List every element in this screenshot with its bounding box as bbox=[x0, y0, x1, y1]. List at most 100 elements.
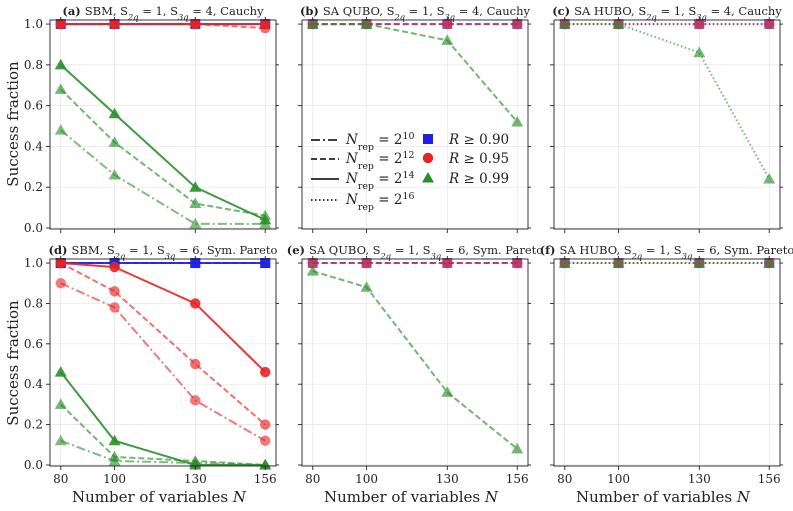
data-point-r0.99-x100 bbox=[108, 107, 121, 119]
axes-frame bbox=[553, 19, 781, 230]
panel-title: (a) SBM, S2q = 1, S3q = 4, Cauchy bbox=[62, 4, 264, 22]
legend-entry-ratio: R ≥ 0.99 bbox=[448, 171, 509, 187]
series-line-r0.99-rep2-12 bbox=[312, 270, 518, 450]
data-point-r0.90-x130 bbox=[190, 258, 201, 269]
axes-frame bbox=[301, 258, 529, 467]
data-point-r0.99-x100 bbox=[108, 136, 121, 147]
data-point-r0.95-x130 bbox=[694, 18, 705, 30]
data-point-r0.95-x156 bbox=[260, 419, 271, 430]
x-tick-label: 100 bbox=[355, 472, 378, 486]
panel-4 bbox=[54, 257, 272, 470]
data-point-r0.95-x100 bbox=[109, 261, 120, 273]
axes-frame bbox=[301, 19, 529, 230]
data-point-r0.99-x100 bbox=[360, 281, 373, 292]
data-point-r0.99-x100 bbox=[108, 454, 121, 466]
legend-entry-nrep: Nrep = 212 bbox=[345, 150, 414, 172]
data-point-r0.95-x100 bbox=[361, 257, 372, 269]
panel-5 bbox=[306, 257, 524, 454]
data-point-r0.99-x156 bbox=[259, 458, 272, 470]
x-tick-label: 130 bbox=[688, 472, 711, 486]
data-point-r0.99-x80 bbox=[54, 58, 67, 70]
legend-entry-nrep: Nrep = 214 bbox=[345, 170, 414, 192]
data-point-r0.99-x130 bbox=[693, 257, 706, 268]
data-point-r0.95-x100 bbox=[109, 18, 120, 30]
data-point-r0.99-x80 bbox=[54, 124, 67, 135]
data-point-r0.99-x80 bbox=[306, 265, 319, 276]
x-tick-label: 130 bbox=[184, 472, 207, 486]
legend-entry-ratio: R ≥ 0.95 bbox=[448, 151, 509, 167]
data-point-r0.99-x130 bbox=[189, 456, 202, 468]
x-axis-label: Number of variables N bbox=[324, 488, 499, 506]
legend-entry-nrep: Nrep = 210 bbox=[345, 131, 414, 153]
axes-frame bbox=[49, 19, 277, 230]
data-point-r0.95-x156 bbox=[260, 435, 271, 446]
x-tick-label: 100 bbox=[103, 472, 126, 486]
y-tick-label: 1.0 bbox=[24, 256, 43, 270]
data-point-r0.95-x156 bbox=[764, 18, 775, 30]
y-tick-label: 0.4 bbox=[24, 377, 43, 391]
y-tick-label: 0.6 bbox=[24, 99, 43, 113]
data-point-r0.95-x80 bbox=[307, 257, 318, 269]
data-point-r0.99-x130 bbox=[189, 197, 202, 209]
data-point-r0.99-x130 bbox=[693, 46, 706, 58]
x-tick-label: 130 bbox=[436, 472, 459, 486]
data-point-r0.99-x156 bbox=[511, 442, 524, 454]
panel-1 bbox=[54, 18, 272, 229]
data-point-r0.99-x156 bbox=[763, 257, 776, 268]
data-point-r0.95-x130 bbox=[190, 18, 201, 30]
data-point-r0.95-x100 bbox=[109, 286, 120, 297]
data-point-r0.95-x130 bbox=[190, 298, 201, 309]
x-tick-label: 80 bbox=[305, 472, 320, 486]
data-point-r0.99-x80 bbox=[54, 398, 67, 409]
data-point-r0.99-x100 bbox=[108, 168, 121, 180]
panel-title: (e) SA QUBO, S2q = 1, S3q = 6, Sym. Pare… bbox=[287, 243, 544, 261]
y-tick-label: 0.8 bbox=[24, 296, 43, 310]
series-line-r0.95-rep2-12 bbox=[60, 262, 266, 426]
data-point-r0.99-x130 bbox=[189, 181, 202, 192]
data-point-r0.99-x156 bbox=[259, 217, 272, 229]
data-point-r0.99-x80 bbox=[54, 434, 67, 446]
data-point-r0.99-x80 bbox=[558, 257, 571, 268]
legend-marker bbox=[422, 172, 434, 183]
y-tick-label: 0.0 bbox=[24, 221, 43, 235]
series-line-r0.99-rep2-10 bbox=[60, 129, 266, 225]
x-tick-label: 156 bbox=[758, 472, 781, 486]
data-point-r0.99-x80 bbox=[54, 366, 67, 377]
series-line-r0.95-rep2-10 bbox=[60, 282, 266, 442]
data-point-r0.99-x130 bbox=[441, 386, 454, 397]
data-point-r0.95-x156 bbox=[512, 257, 523, 269]
y-axis-label: Success fraction bbox=[4, 61, 22, 187]
series-line-r0.95-rep2-12 bbox=[60, 23, 266, 30]
y-axis-label: Success fraction bbox=[4, 300, 22, 426]
x-tick-label: 156 bbox=[254, 472, 277, 486]
data-point-r0.99-x100 bbox=[612, 257, 625, 268]
y-tick-label: 0.2 bbox=[24, 180, 43, 194]
y-tick-label: 0.2 bbox=[24, 418, 43, 432]
data-point-r0.95-x130 bbox=[442, 257, 453, 269]
data-point-r0.99-x100 bbox=[612, 18, 625, 29]
data-point-r0.95-x80 bbox=[55, 278, 66, 289]
panel-title: (d) SBM, S2q = 1, S3q = 6, Sym. Pareto bbox=[49, 243, 278, 261]
y-tick-label: 0.8 bbox=[24, 58, 43, 72]
data-point-r0.99-x156 bbox=[763, 173, 776, 184]
data-point-r0.99-x80 bbox=[306, 18, 319, 29]
x-axis-label: Number of variables N bbox=[576, 488, 751, 506]
series-line-r0.99-rep2-12 bbox=[60, 403, 266, 466]
x-axis-label: Number of variables N bbox=[72, 488, 247, 506]
data-point-r0.99-x100 bbox=[360, 18, 373, 29]
data-point-r0.95-x80 bbox=[55, 18, 66, 30]
data-point-r0.95-x156 bbox=[512, 18, 523, 30]
y-tick-label: 1.0 bbox=[24, 17, 43, 31]
series-line-r0.99-rep2-10 bbox=[60, 439, 266, 466]
panel-6 bbox=[558, 257, 776, 269]
series-line-r0.95-rep2-14 bbox=[60, 262, 266, 373]
x-tick-label: 100 bbox=[607, 472, 630, 486]
data-point-r0.95-x130 bbox=[442, 18, 453, 30]
x-tick-label: 156 bbox=[506, 472, 529, 486]
legend-entry-nrep: Nrep = 216 bbox=[345, 191, 414, 213]
series-line-r0.99-rep2-14 bbox=[60, 64, 266, 221]
series-line-r0.99-rep2-16 bbox=[564, 23, 771, 180]
series-line-r0.99-rep2-12 bbox=[60, 88, 266, 217]
panel-title: (f) SA HUBO, S2q = 1, S3q = 6, Sym. Pare… bbox=[540, 243, 793, 261]
